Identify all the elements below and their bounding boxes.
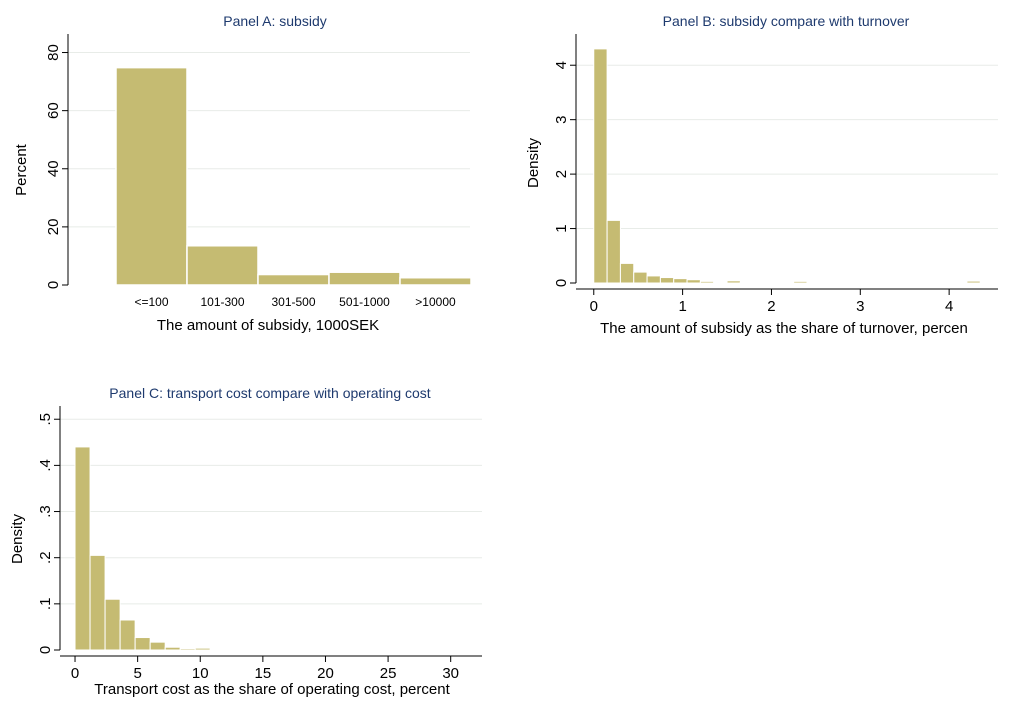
panel-b-bar bbox=[793, 280, 808, 284]
panel-a-y-tick-label: 40 bbox=[45, 160, 62, 177]
panel-c-y-tick-label: .1 bbox=[37, 598, 54, 611]
panel-b-x-tick-label: 4 bbox=[945, 298, 953, 315]
panel-a-y-axis: 0 20 40 60 80 bbox=[45, 34, 69, 289]
panel-c-bar bbox=[450, 649, 467, 651]
panel-c-bars bbox=[74, 446, 467, 651]
panel-b-bar bbox=[713, 281, 728, 284]
panel-c-bar bbox=[149, 641, 166, 651]
panel-b-bar bbox=[699, 280, 715, 284]
panel-c-chart: Panel C: transport cost compare with ope… bbox=[9, 385, 482, 698]
panel-c-x-tick-label: 15 bbox=[255, 665, 272, 682]
panel-a-title: Panel A: subsidy bbox=[223, 13, 327, 29]
panel-c-x-tick-label: 10 bbox=[192, 665, 209, 682]
panel-c-grid bbox=[60, 418, 482, 605]
panel-c-bar bbox=[164, 646, 181, 651]
panel-a-y-tick-label: 60 bbox=[45, 102, 62, 119]
panel-b-bars bbox=[593, 48, 981, 284]
panel-c-y-tick-label: .4 bbox=[37, 459, 54, 472]
panel-c-x-tick-label: 0 bbox=[71, 665, 79, 682]
panel-a-x-tick-label: <=100 bbox=[134, 295, 168, 309]
panel-b-x-tick-label: 1 bbox=[678, 298, 686, 315]
panel-b-x-tick-label: 0 bbox=[590, 298, 598, 315]
panel-a-x-tick-label: >10000 bbox=[415, 295, 456, 309]
panel-b-y-tick-label: 0 bbox=[553, 279, 570, 287]
panel-c-bar bbox=[89, 554, 106, 651]
panel-a-bar bbox=[186, 245, 259, 286]
panel-c-bar bbox=[209, 648, 226, 651]
panel-a-bar bbox=[257, 273, 330, 286]
panel-b-bar bbox=[833, 281, 848, 284]
panel-a-y-tick-label: 20 bbox=[45, 219, 62, 236]
panel-c-y-tick-label: .5 bbox=[37, 413, 54, 426]
panel-b-x-tick-label: 2 bbox=[767, 298, 775, 315]
panel-c-bar bbox=[119, 619, 136, 651]
panel-c-x-tick-label: 20 bbox=[317, 665, 334, 682]
panel-b-bar bbox=[646, 275, 661, 284]
panel-b-x-tick-label: 3 bbox=[856, 298, 864, 315]
panel-a-bars bbox=[115, 66, 472, 286]
panel-a: Panel A: subsidy 0 20 40 60 80 <=100 101-300 3… bbox=[0, 0, 500, 350]
panel-c-bar bbox=[104, 598, 121, 651]
panel-c-bar bbox=[194, 647, 211, 651]
panel-b-chart: Panel B: subsidy compare with turnover 0… bbox=[525, 13, 998, 337]
panel-a-y-tick-label: 80 bbox=[45, 44, 62, 61]
panel-b-bar bbox=[659, 277, 675, 284]
panel-c-y-label: Density bbox=[9, 513, 26, 564]
panel-b-bar bbox=[633, 271, 648, 284]
panel-c-y-tick-label: .3 bbox=[37, 505, 54, 518]
panel-b-bar bbox=[673, 278, 688, 284]
panel-a-bar bbox=[115, 66, 188, 286]
panel-b-title: Panel B: subsidy compare with turnover bbox=[663, 13, 910, 29]
panel-b-bar bbox=[873, 281, 888, 284]
panel-b-bar bbox=[593, 48, 608, 284]
panel-b-y-tick-label: 3 bbox=[553, 115, 570, 123]
panel-b-y-tick-label: 2 bbox=[553, 170, 570, 178]
panel-b-bar bbox=[726, 280, 741, 284]
panel-c-bar bbox=[299, 649, 316, 651]
panel-c: Panel C: transport cost compare with ope… bbox=[0, 372, 516, 707]
panel-c-bar bbox=[134, 637, 151, 651]
panel-c-title: Panel C: transport cost compare with ope… bbox=[109, 385, 430, 401]
panel-c-x-label: Transport cost as the share of operating… bbox=[94, 681, 450, 698]
panel-b-bar bbox=[619, 262, 635, 284]
panel-b-bar bbox=[913, 281, 928, 284]
panel-b-grid bbox=[576, 64, 998, 230]
panel-b-y-tick-label: 4 bbox=[553, 61, 570, 69]
panel-a-x-label: The amount of subsidy, 1000SEK bbox=[157, 317, 379, 334]
panel-b-bar bbox=[966, 280, 981, 284]
panel-c-x-tick-label: 5 bbox=[133, 665, 141, 682]
panel-a-x-tick-label: 301-500 bbox=[271, 295, 315, 309]
panel-c-x-tick-label: 30 bbox=[442, 665, 459, 682]
panel-c-bar bbox=[420, 649, 437, 651]
panel-c-y-axis: 0 .1 .2 .3 .4 .5 bbox=[37, 406, 61, 654]
panel-a-x-tick-label: 501-1000 bbox=[339, 295, 390, 309]
panel-c-bar bbox=[224, 649, 241, 651]
panel-b-x-axis: 0 1 2 3 4 bbox=[576, 288, 998, 315]
panel-b-bar bbox=[753, 281, 768, 284]
panel-c-y-tick-label: .2 bbox=[37, 551, 54, 564]
panel-c-bar bbox=[179, 648, 196, 651]
panel-a-x-tick-label: 101-300 bbox=[200, 295, 244, 309]
panel-c-bar bbox=[254, 649, 271, 651]
panel-c-bar bbox=[239, 649, 256, 651]
panel-b-y-axis: 0 1 2 3 4 bbox=[553, 34, 577, 287]
panel-c-bar bbox=[345, 649, 362, 651]
panel-a-bar bbox=[399, 276, 472, 286]
panel-b: Panel B: subsidy compare with turnover 0… bbox=[516, 0, 1032, 350]
panel-a-y-label: Percent bbox=[13, 143, 30, 196]
panel-a-y-tick-label: 0 bbox=[45, 281, 62, 289]
panel-c-x-tick-label: 25 bbox=[380, 665, 397, 682]
panel-c-y-tick-label: 0 bbox=[37, 646, 54, 654]
panel-c-bar bbox=[74, 446, 91, 651]
panel-b-bar bbox=[686, 279, 701, 284]
panel-a-bar bbox=[328, 271, 401, 286]
panel-c-x-axis: 0 5 10 15 20 25 30 bbox=[60, 655, 482, 682]
panel-a-x-axis: <=100 101-300 301-500 501-1000 >10000 bbox=[134, 295, 456, 309]
panel-b-bar bbox=[739, 281, 755, 284]
panel-b-y-label: Density bbox=[525, 137, 542, 188]
panel-b-y-tick-label: 1 bbox=[553, 224, 570, 232]
panel-b-x-label: The amount of subsidy as the share of tu… bbox=[600, 320, 968, 337]
panel-a-chart: Panel A: subsidy 0 20 40 60 80 <=100 101-300 3… bbox=[13, 13, 472, 334]
panel-b-bar bbox=[606, 219, 621, 284]
